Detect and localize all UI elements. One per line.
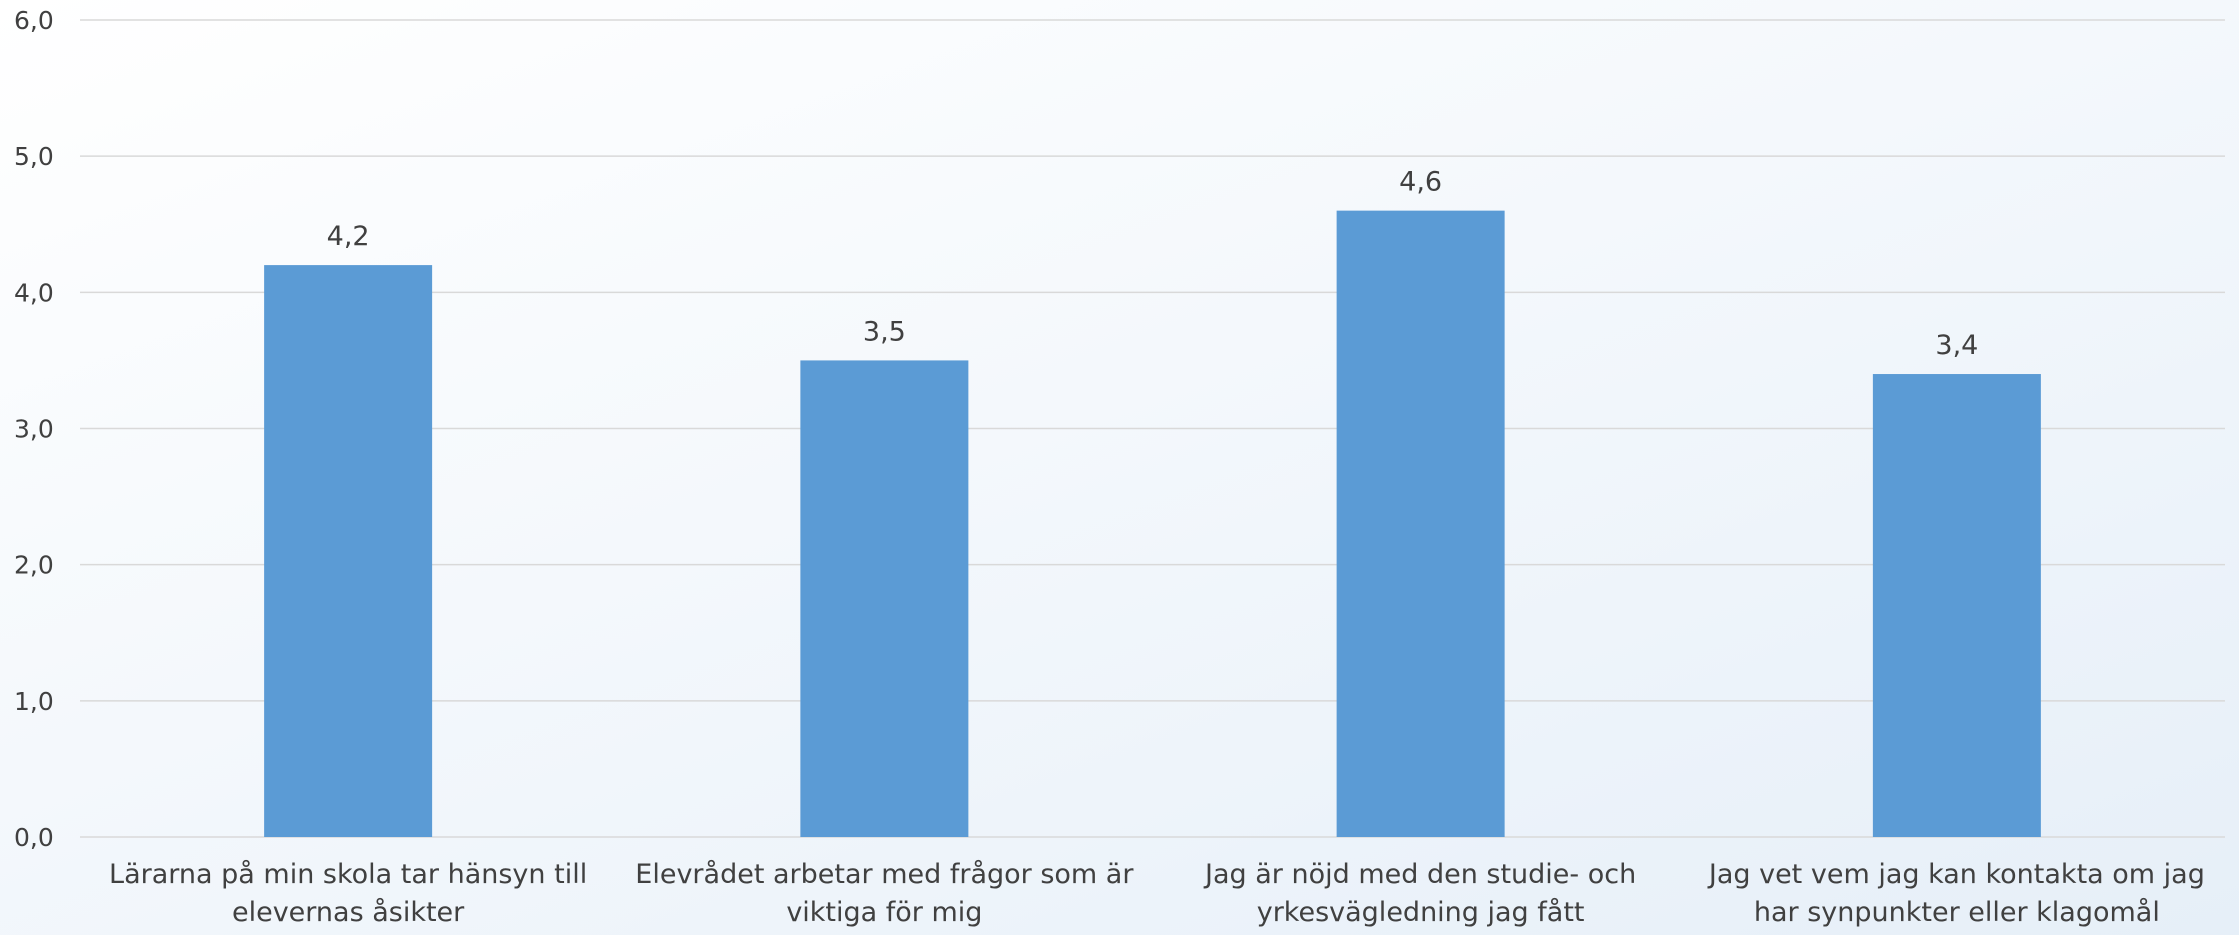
bar-value-label: 3,5 xyxy=(863,316,906,347)
x-category-label: Jag är nöjd med den studie- och yrkesväg… xyxy=(1205,859,1637,928)
x-category-label: Lärarna på min skola tar hänsyn till ele… xyxy=(109,859,588,928)
y-tick-label: 5,0 xyxy=(14,142,54,171)
y-tick-label: 1,0 xyxy=(14,687,54,716)
bar xyxy=(1872,374,2041,837)
bar-value-label: 4,2 xyxy=(327,221,370,252)
y-tick-label: 4,0 xyxy=(14,278,54,307)
y-tick-label: 6,0 xyxy=(14,6,54,35)
x-category-label: Elevrådet arbetar med frågor som är vikt… xyxy=(635,859,1134,928)
y-tick-label: 0,0 xyxy=(14,823,54,852)
y-tick-label: 2,0 xyxy=(14,551,54,580)
bar-value-label: 3,4 xyxy=(1935,330,1978,361)
bar-value-label: 4,6 xyxy=(1399,167,1442,198)
x-category-label: Jag vet vem jag kan kontakta om jag har … xyxy=(1708,859,2205,928)
bar xyxy=(264,265,433,838)
y-tick-label: 3,0 xyxy=(14,415,54,444)
bar xyxy=(800,360,969,837)
bar xyxy=(1336,210,1505,838)
